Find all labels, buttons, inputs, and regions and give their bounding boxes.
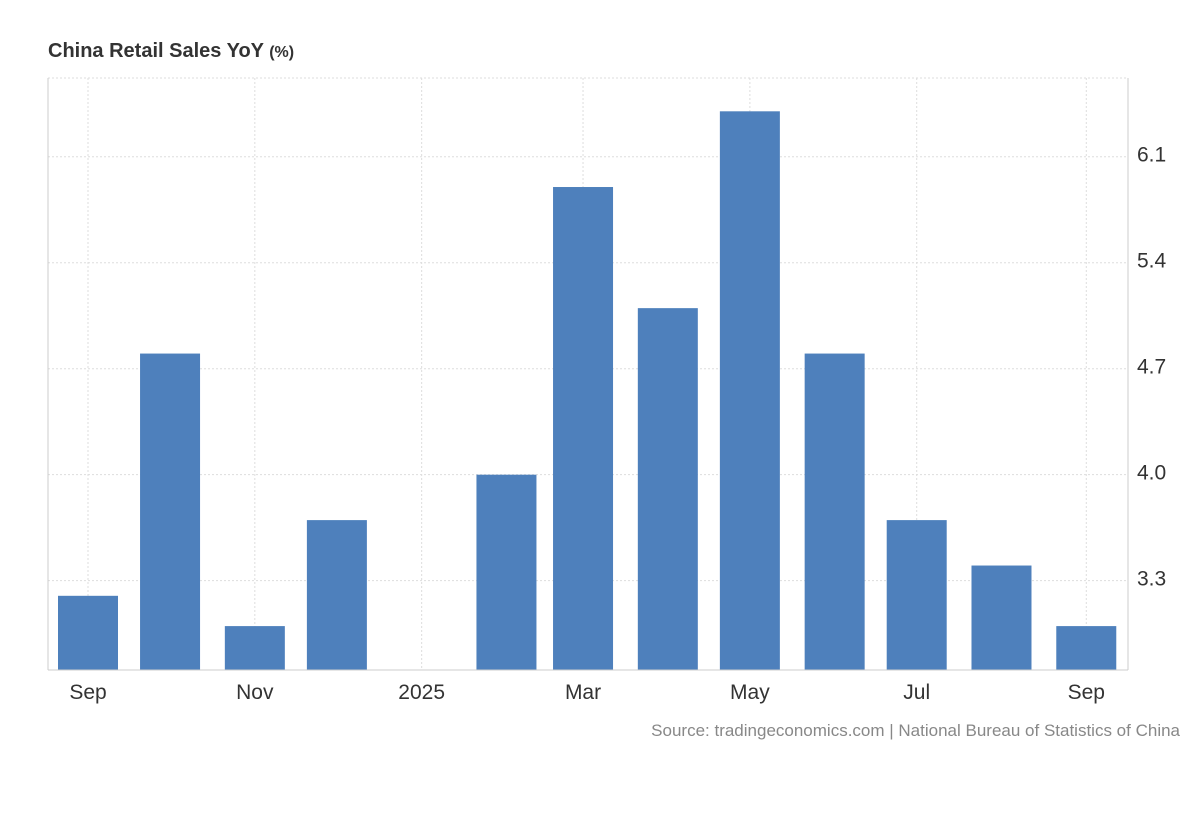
bar-2025-05 xyxy=(719,111,780,671)
x-tick-label: Jul xyxy=(903,681,930,704)
x-tick-label: 2025 xyxy=(398,681,445,704)
y-tick-label: 4.7 xyxy=(1137,356,1166,379)
bar-2024-10 xyxy=(140,353,201,670)
chart-unit: (%) xyxy=(269,44,295,61)
y-tick-label: 5.4 xyxy=(1137,250,1167,273)
bar-2025-08 xyxy=(971,565,1032,670)
bar-2025-04 xyxy=(637,308,698,670)
bar-2025-06 xyxy=(804,353,865,670)
y-tick-label: 4.0 xyxy=(1137,462,1166,485)
x-tick-label: May xyxy=(730,681,770,704)
bar-2025-03 xyxy=(553,187,614,670)
y-tick-label: 3.3 xyxy=(1137,568,1166,591)
source-text: Source: tradingeconomics.com | National … xyxy=(651,721,1180,740)
x-tick-label: Mar xyxy=(565,681,601,704)
chart-title-text: China Retail Sales YoY xyxy=(48,40,264,62)
bar-2024-11 xyxy=(224,626,285,670)
bar-2025-09 xyxy=(1056,626,1117,670)
bar-2025-02 xyxy=(476,474,537,670)
y-tick-label: 6.1 xyxy=(1137,144,1166,167)
x-tick-label: Sep xyxy=(69,681,106,704)
bar-2024-09 xyxy=(58,595,118,670)
axes: 3.3 4.0 4.7 5.4 6.1 Sep Nov 2025 Mar May Jul Sep xyxy=(47,78,1167,704)
bar-2025-07 xyxy=(886,520,947,670)
bar-2024-12 xyxy=(306,520,367,670)
bars xyxy=(58,111,1117,671)
x-tick-label: Sep xyxy=(1068,681,1105,704)
x-tick-label: Nov xyxy=(236,681,274,704)
chart-title: China Retail Sales YoY (%) xyxy=(48,40,294,63)
